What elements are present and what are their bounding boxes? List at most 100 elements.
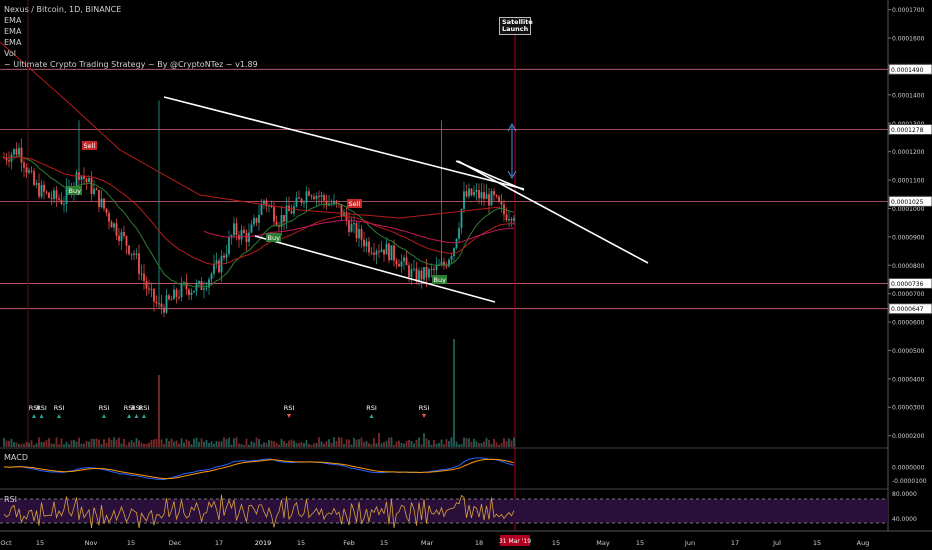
candle-body (135, 253, 138, 255)
candle-body (195, 283, 198, 291)
candle-body (273, 207, 275, 222)
y-tick-label: 0.0001400 (892, 92, 925, 99)
volume-bar (158, 375, 160, 447)
volume-bar (348, 439, 350, 447)
y-tick-label: 0.0000200 (892, 433, 925, 440)
candle-body (50, 197, 53, 200)
price-level-label: 0.0000736 (891, 281, 924, 288)
volume-bar (25, 441, 28, 447)
volume-bar (20, 444, 23, 447)
volume-bar (373, 438, 375, 447)
volume-bar (143, 443, 145, 447)
volume-bar (63, 444, 65, 447)
volume-bar (183, 442, 185, 447)
volume-bar (303, 442, 305, 447)
candle-body (188, 289, 190, 296)
candle-body (405, 257, 408, 266)
volume-bar (170, 438, 173, 447)
candle-body (268, 205, 270, 207)
candle-body (153, 288, 155, 302)
x-tick-label: 15 (636, 539, 644, 547)
volume-bar (273, 441, 275, 447)
candle-body (223, 255, 225, 258)
volume-bar (160, 439, 163, 447)
candle-body (368, 241, 370, 253)
volume-bar (480, 443, 483, 447)
candle-body (88, 178, 90, 183)
volume-bar (423, 433, 425, 447)
rsi-up-arrow (102, 414, 106, 418)
candle-body (193, 290, 195, 293)
candle-body (185, 282, 188, 290)
candle-body (63, 203, 65, 205)
candle-body (123, 232, 125, 237)
candle-body (443, 261, 445, 266)
x-tick-label: 17 (215, 539, 223, 547)
volume-bar (335, 441, 338, 447)
volume-bar (198, 441, 200, 447)
candle-body (270, 205, 273, 208)
candle-body (248, 232, 250, 243)
price-level-label: 0.0000647 (891, 306, 924, 313)
volume-bar (135, 438, 138, 447)
volume-bar (435, 443, 438, 447)
volume-bar (215, 441, 218, 447)
volume-bar (73, 439, 75, 447)
y-tick-label: 0.0000700 (892, 291, 925, 298)
sell-signal (347, 199, 362, 208)
volume-bar (500, 442, 503, 447)
candle-body (93, 188, 95, 194)
candle-body (45, 191, 48, 193)
volume-bar (258, 438, 260, 447)
volume-bar (128, 442, 130, 447)
x-tick-label: 15 (380, 539, 388, 547)
volume-bar (130, 440, 133, 447)
rsi-up-arrow (127, 414, 131, 418)
candles (3, 138, 515, 318)
volume-bar (473, 438, 475, 447)
candle-body (383, 249, 385, 255)
candle-body (55, 190, 58, 199)
y-tick-label: 0.0001700 (892, 7, 925, 14)
volume-bar (360, 437, 363, 447)
sell-signal-label: Sell (84, 142, 96, 150)
volume-bar (278, 444, 280, 447)
volume-bar (185, 439, 188, 447)
volume-bar (103, 439, 105, 447)
rsi-down-arrow (422, 414, 426, 418)
candle-body (190, 292, 193, 296)
candle-body (425, 267, 428, 278)
x-tick-label: Feb (343, 539, 355, 547)
candle-body (60, 199, 63, 204)
candle-body (480, 192, 483, 199)
volume-bar (90, 438, 93, 447)
event-date-badge (500, 535, 530, 546)
volume-bar (298, 443, 300, 447)
target-arrow-head (507, 122, 517, 132)
macd-tick-label: -0.0000100 (892, 478, 927, 485)
volume-bar (468, 438, 470, 447)
price-level-badge (888, 277, 932, 289)
volume-bar (410, 440, 413, 447)
volume-bar (455, 441, 458, 447)
ema-long-line (0, 41, 501, 219)
sell-signal-label: Sell (349, 200, 361, 208)
volume-bar (95, 438, 98, 447)
volume-bar (120, 443, 123, 447)
volume-bar (353, 437, 355, 447)
candle-body (333, 200, 335, 205)
x-tick-label: May (596, 539, 610, 547)
candle-body (395, 260, 398, 265)
candle-body (168, 295, 170, 300)
volume-bar (388, 437, 390, 447)
volume-bar (10, 438, 13, 447)
candle-body (20, 147, 23, 163)
candle-body (408, 265, 410, 278)
volume-bar (450, 437, 453, 447)
candle-body (200, 281, 203, 290)
price-level-label: 0.0001278 (891, 127, 924, 134)
candle-body (358, 228, 360, 239)
volume-bar (23, 443, 25, 447)
candle-body (478, 190, 480, 199)
